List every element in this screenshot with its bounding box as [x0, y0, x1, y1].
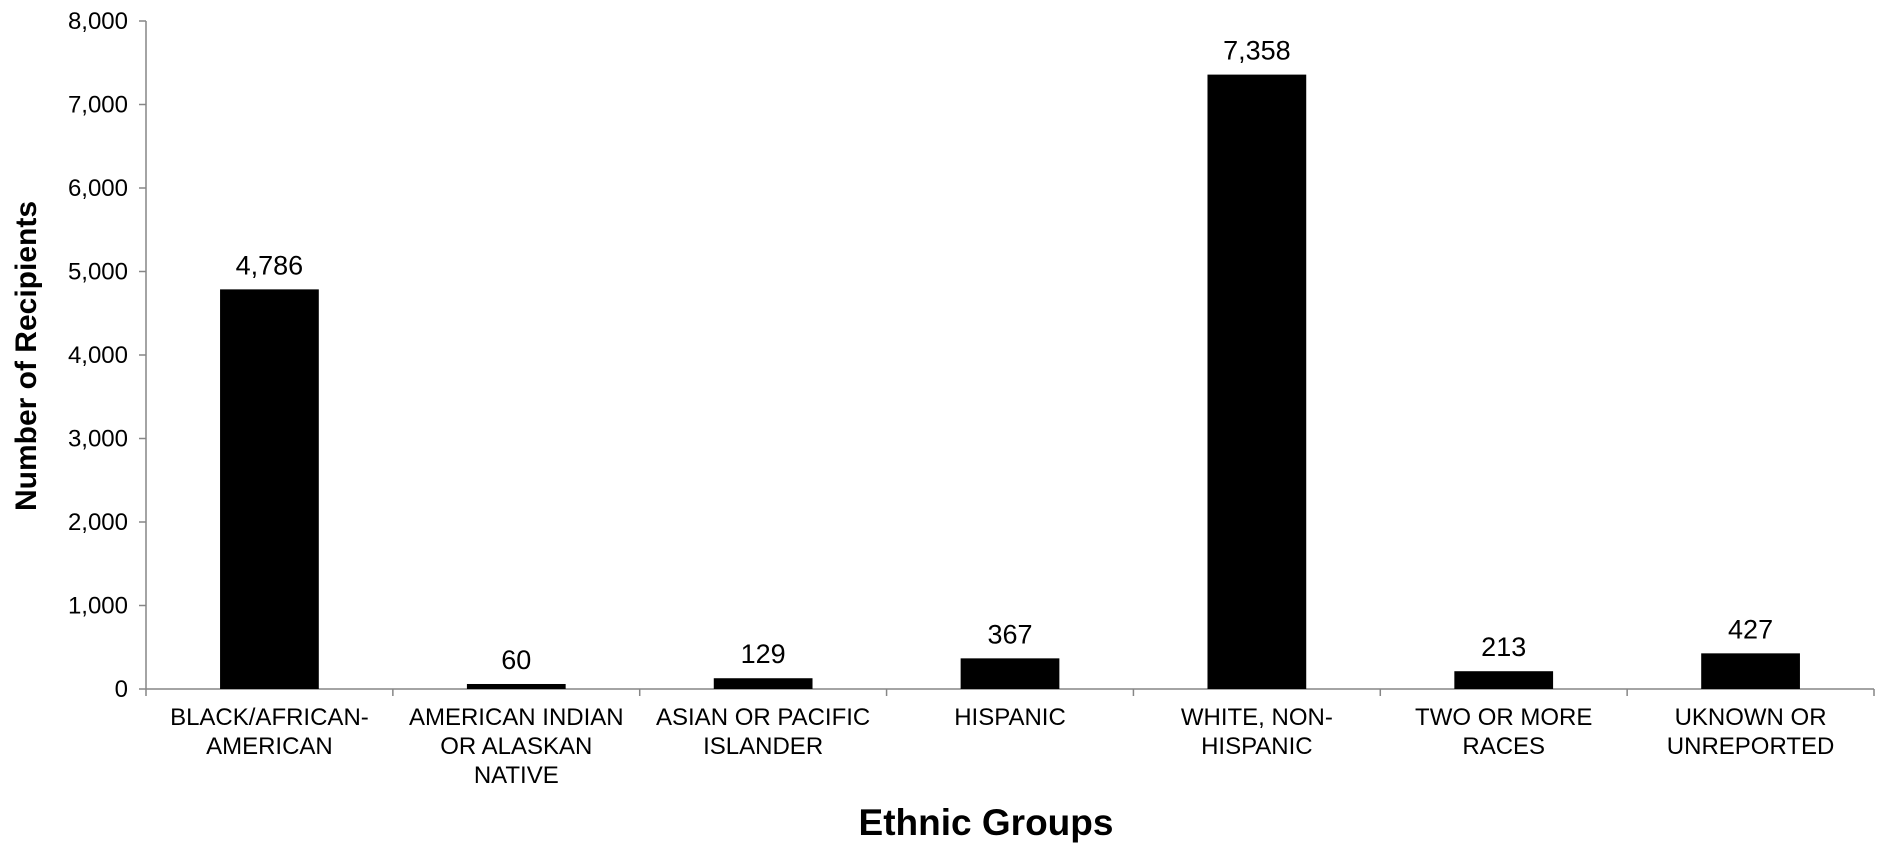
x-tick-label-line: BLACK/AFRICAN-: [170, 704, 369, 731]
x-tick-label: TWO OR MORE RACES: [1415, 704, 1592, 760]
y-tick-label: 5,000: [68, 259, 128, 286]
bar: [220, 289, 319, 689]
x-tick-label-line: AMERICAN INDIAN: [409, 704, 624, 731]
x-tick-label-line: RACES: [1462, 733, 1545, 760]
data-label: 213: [1481, 632, 1526, 662]
y-axis: 0 1,000 2,000 3,000 4,000 5,000 6,000 7,000 8,00…: [68, 8, 147, 703]
x-tick-label-line: TWO OR MORE: [1415, 704, 1592, 731]
data-label: 427: [1728, 614, 1773, 644]
y-tick-label: 7,000: [68, 92, 128, 119]
x-tick-label-line: ASIAN OR PACIFIC: [656, 704, 870, 731]
x-tick-label: WHITE, NON-HISPANIC: [1181, 704, 1333, 760]
x-tick-label-line: ISLANDER: [703, 733, 823, 760]
x-tick-label-line: WHITE, NON-: [1181, 704, 1333, 731]
y-tick-label: 2,000: [68, 509, 128, 536]
category-labels: BLACK/AFRICAN-AMERICAN AMERICAN INDIAN OR …: [170, 704, 1834, 789]
y-axis-title: Number of Recipients: [10, 201, 43, 511]
data-label: 4,786: [236, 250, 304, 280]
y-tick-label: 3,000: [68, 426, 128, 453]
y-tick-label: 0: [115, 676, 128, 703]
x-tick-label: ASIAN OR PACIFIC ISLANDER: [656, 704, 870, 760]
x-axis-title: Ethnic Groups: [859, 802, 1114, 843]
x-tick-label-line: OR ALASKAN: [440, 733, 592, 760]
bar: [1701, 653, 1800, 689]
x-tick-label: HISPANIC: [954, 704, 1066, 731]
data-label: 7,358: [1223, 36, 1291, 66]
x-tick-label-line: UNREPORTED: [1667, 733, 1835, 760]
data-label: 367: [987, 619, 1032, 649]
bars: [220, 74, 1800, 690]
x-tick-label-line: AMERICAN: [206, 733, 333, 760]
bar: [1454, 671, 1554, 689]
x-tick-label-line: UKNOWN OR: [1675, 704, 1827, 731]
x-tick-label: UKNOWN OR UNREPORTED: [1667, 704, 1835, 760]
y-tick-label: 8,000: [68, 8, 128, 35]
x-tick-label-line: HISPANIC: [954, 704, 1066, 731]
bar: [1207, 74, 1307, 690]
data-labels: 4,786 60 129 367 7,358 213 427: [236, 36, 1773, 675]
bar: [713, 678, 813, 689]
x-tick-label: BLACK/AFRICAN-AMERICAN: [170, 704, 369, 760]
x-tick-label-line: HISPANIC: [1201, 733, 1313, 760]
data-label: 60: [501, 645, 531, 675]
bar: [960, 658, 1060, 689]
y-tick-label: 4,000: [68, 342, 128, 369]
y-tick-label: 1,000: [68, 593, 128, 620]
y-tick-label: 6,000: [68, 175, 128, 202]
x-tick-label-line: NATIVE: [474, 762, 559, 789]
data-label: 129: [741, 639, 786, 669]
x-tick-label: AMERICAN INDIAN OR ALASKAN NATIVE: [409, 704, 624, 789]
bar: [466, 683, 566, 689]
